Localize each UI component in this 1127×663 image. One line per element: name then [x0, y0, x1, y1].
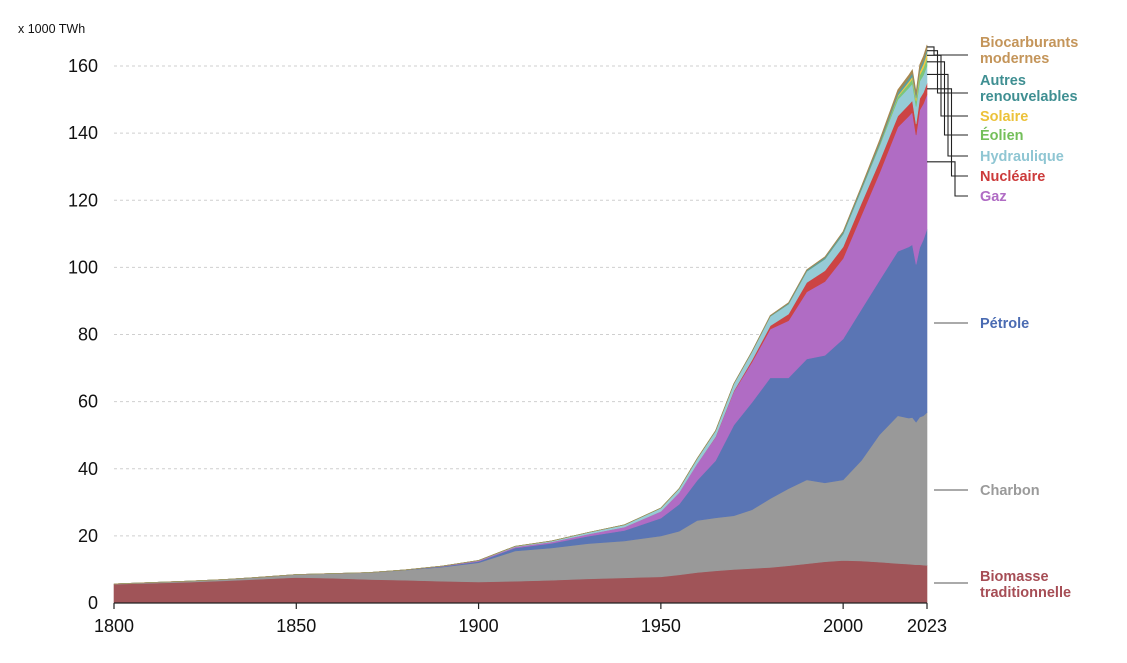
y-tick-label-140: 140: [68, 123, 98, 143]
legend-label-9: Biomasse traditionnelle: [980, 569, 1071, 601]
y-axis-unit-label: x 1000 TWh: [18, 22, 85, 36]
y-tick-label-160: 160: [68, 56, 98, 76]
x-tick-label-1800: 1800: [94, 616, 134, 636]
x-tick-label-1850: 1850: [276, 616, 316, 636]
leader-line-2: [927, 54, 968, 117]
x-tick-label-2000: 2000: [823, 616, 863, 636]
axes: 0 20 40 60 80 100 120 140 160 1800 1850 1900 1950 200…: [68, 56, 947, 636]
y-tick-label-40: 40: [78, 459, 98, 479]
y-tick-label-0: 0: [88, 593, 98, 613]
x-tick-label-1950: 1950: [641, 616, 681, 636]
y-tick-label-20: 20: [78, 526, 98, 546]
y-tick-label-60: 60: [78, 392, 98, 412]
x-tick-label-1900: 1900: [459, 616, 499, 636]
leader-line-1: [927, 50, 968, 94]
legend-label-3: Éolien: [980, 127, 1024, 144]
legend: Biocarburants modernes Autres renouvelables…: [927, 35, 1078, 601]
legend-label-8: Charbon: [980, 483, 1040, 499]
leader-line-5: [927, 88, 968, 177]
y-tick-label-80: 80: [78, 325, 98, 345]
leader-line-6: [927, 161, 968, 197]
x-tick-label-2023: 2023: [907, 616, 947, 636]
legend-label-6: Gaz: [980, 189, 1007, 205]
legend-label-0: Biocarburants modernes: [980, 35, 1078, 67]
y-tick-label-100: 100: [68, 257, 98, 277]
legend-label-4: Hydraulique: [980, 149, 1064, 165]
leader-line-4: [927, 73, 968, 157]
stacked-areas: [113, 44, 928, 604]
y-tick-label-120: 120: [68, 190, 98, 210]
legend-label-5: Nucléaire: [980, 169, 1045, 185]
legend-label-7: Pétrole: [980, 316, 1029, 332]
legend-label-1: Autres renouvelables: [980, 73, 1078, 105]
legend-label-2: Solaire: [980, 109, 1028, 125]
leader-line-3: [927, 61, 968, 136]
